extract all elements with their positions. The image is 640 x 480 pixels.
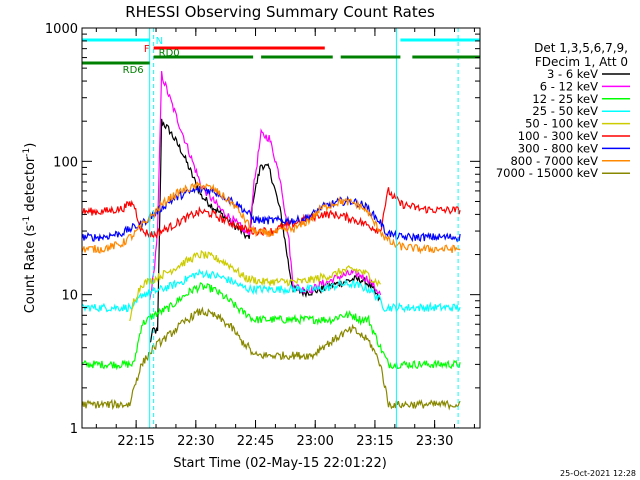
legend-header-line-2: FDecim 1, Att 0 [535, 55, 628, 69]
y-tick-label-2: 10 [61, 289, 78, 304]
legend-label-6-12-kev: 6 - 12 keV [540, 79, 598, 93]
state-bar-label-n: N [156, 36, 163, 47]
legend-header-line-1: Det 1,3,5,6,7,9, [534, 41, 628, 55]
y-axis-ticks: 1 10 100 1000 [45, 22, 480, 437]
series-line-7000-15000-kev [81, 306, 461, 411]
x-tick-label-6: 23:30 [416, 434, 453, 449]
series-line-25-50-kev [81, 268, 461, 314]
legend-label-50-100-kev: 50 - 100 keV [525, 117, 598, 131]
legend-label-3-6-kev: 3 - 6 keV [547, 67, 598, 81]
x-tick-label-2: 22:30 [177, 434, 214, 449]
vertical-markers [149, 28, 459, 428]
series-line-50-100-kev [129, 249, 382, 322]
state-bar-label-rd6: RD6 [123, 65, 144, 76]
state-bars: NF RD0 RD6 [82, 36, 480, 76]
x-axis-label: Start Time (02-May-15 22:01:22) [173, 456, 387, 471]
legend-label-25-50-kev: 25 - 50 keV [532, 104, 598, 118]
legend-label-100-300-kev: 100 - 300 keV [518, 129, 598, 143]
x-tick-label-5: 23:15 [356, 434, 393, 449]
x-tick-label-3: 22:45 [237, 434, 274, 449]
y-tick-label-1: 1 [70, 422, 78, 437]
plot-frame [81, 27, 481, 429]
x-tick-label-4: 23:00 [296, 434, 333, 449]
state-bar-label-f: F [144, 44, 150, 55]
chart-title: RHESSI Observing Summary Count Rates [125, 3, 435, 21]
y-tick-label-4: 1000 [45, 22, 78, 37]
timestamp: 25-Oct-2021 12:28 [560, 469, 636, 478]
series-line-12-25-kev [81, 282, 461, 371]
y-axis-label: Count Rate (s-1 detector-1) [22, 143, 38, 314]
x-axis-ticks: 22:15 22:30 22:45 23:00 23:15 23:30 [95, 28, 475, 449]
x-tick-label-1: 22:15 [117, 434, 154, 449]
legend: Det 1,3,5,6,7,9, FDecim 1, Att 0 3 - 6 k… [496, 41, 630, 180]
series-layer [81, 71, 461, 411]
state-bar-label-rd0: RD0 [159, 48, 180, 59]
legend-label-300-800-kev: 300 - 800 keV [518, 141, 598, 155]
legend-label-12-25-kev: 12 - 25 keV [532, 92, 598, 106]
series-line-800-7000-kev [81, 181, 461, 255]
y-tick-label-3: 100 [53, 155, 78, 170]
series-line-100-300-kev [81, 187, 461, 240]
legend-label-7000-15000-kev: 7000 - 15000 keV [496, 166, 598, 180]
legend-label-800-7000-kev: 800 - 7000 keV [510, 154, 598, 168]
series-line-6-12-kev [149, 71, 382, 300]
